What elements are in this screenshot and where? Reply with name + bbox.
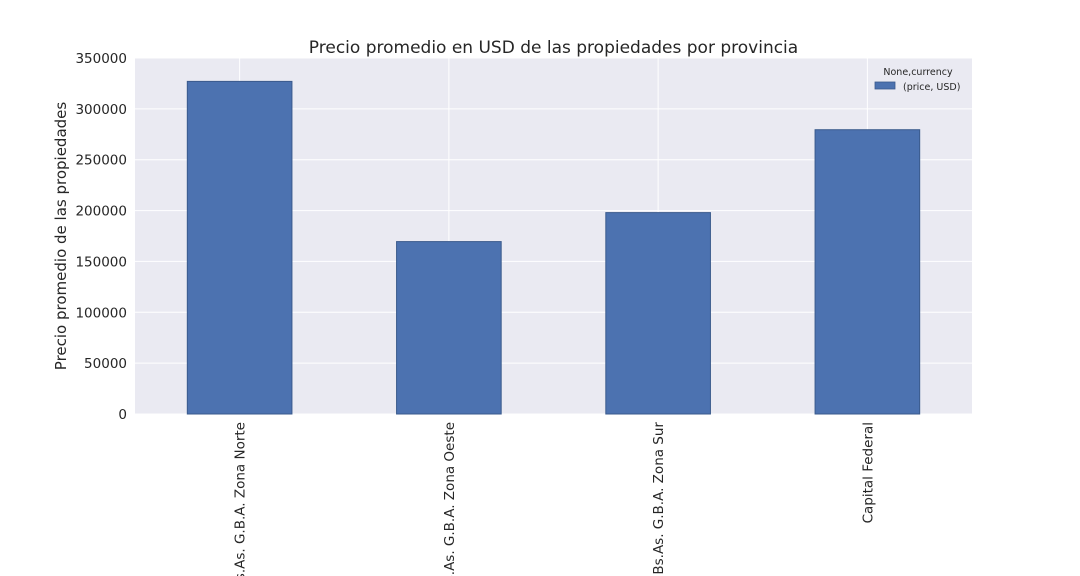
y-tick-label-6: 300000 bbox=[75, 102, 127, 118]
chart-title: Precio promedio en USD de las propiedade… bbox=[309, 38, 798, 58]
y-tick-label-3: 150000 bbox=[75, 254, 127, 270]
y-tick-label-2: 100000 bbox=[75, 305, 127, 321]
y-tick-label-1: 50000 bbox=[84, 356, 127, 372]
legend-swatch bbox=[874, 81, 896, 90]
x-ticks: Bs.As. G.B.A. Zona Norte Bs.As. G.B.A. Zo… bbox=[233, 422, 877, 576]
bar-2 bbox=[605, 212, 711, 415]
legend-title: None,currency bbox=[883, 67, 953, 78]
x-tick-label-3: Capital Federal bbox=[860, 422, 876, 523]
legend-label: (price, USD) bbox=[903, 82, 960, 93]
bar-0 bbox=[186, 80, 293, 415]
x-tick-label-1: Bs.As. G.B.A. Zona Oeste bbox=[442, 422, 458, 576]
legend: None,currency (price, USD) bbox=[874, 67, 960, 93]
bar-1 bbox=[396, 241, 502, 415]
y-ticks: 0 50000 100000 150000 200000 250000 300000 3500… bbox=[75, 51, 127, 423]
x-tick-label-2: Bs.As. G.B.A. Zona Sur bbox=[651, 422, 667, 575]
bars bbox=[186, 80, 921, 415]
y-tick-label-5: 250000 bbox=[75, 153, 127, 169]
bar-3 bbox=[814, 129, 921, 415]
y-tick-label-4: 200000 bbox=[75, 204, 127, 220]
y-axis-label: Precio promedio de las propiedades bbox=[52, 102, 70, 371]
x-tick-label-0: Bs.As. G.B.A. Zona Norte bbox=[233, 422, 249, 576]
y-tick-label-0: 0 bbox=[118, 407, 127, 423]
y-tick-label-7: 350000 bbox=[75, 51, 127, 67]
